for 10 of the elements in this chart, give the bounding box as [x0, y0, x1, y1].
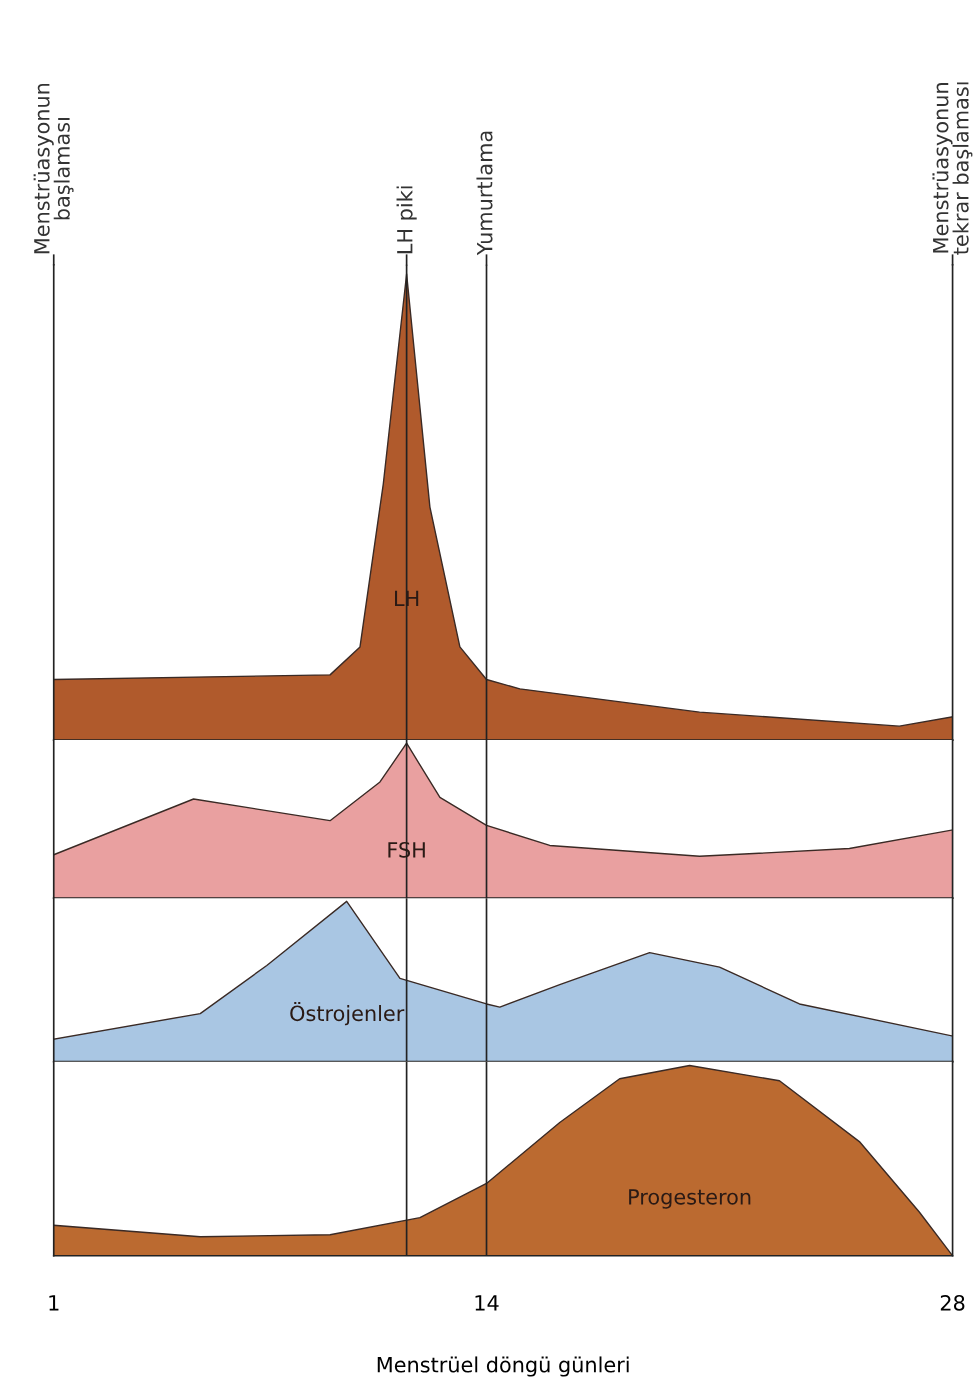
ref-line-label: Yumurtlama	[476, 131, 493, 256]
text: Menstrüasyonun başlaması	[33, 83, 74, 254]
text: Menstrüasyonun tekrar başlaması	[932, 82, 973, 255]
ref-line-label: LH piki	[396, 186, 417, 254]
x-axis-title: Menstrüel döngü günleri	[377, 1356, 629, 1377]
x-tick-label: 28	[940, 1294, 965, 1311]
series-label: Progesteron	[629, 1189, 751, 1209]
x-tick-label: 14	[475, 1295, 499, 1311]
series-label: Östrojenler	[290, 1001, 405, 1026]
x-tick-label: 1	[49, 1295, 59, 1311]
